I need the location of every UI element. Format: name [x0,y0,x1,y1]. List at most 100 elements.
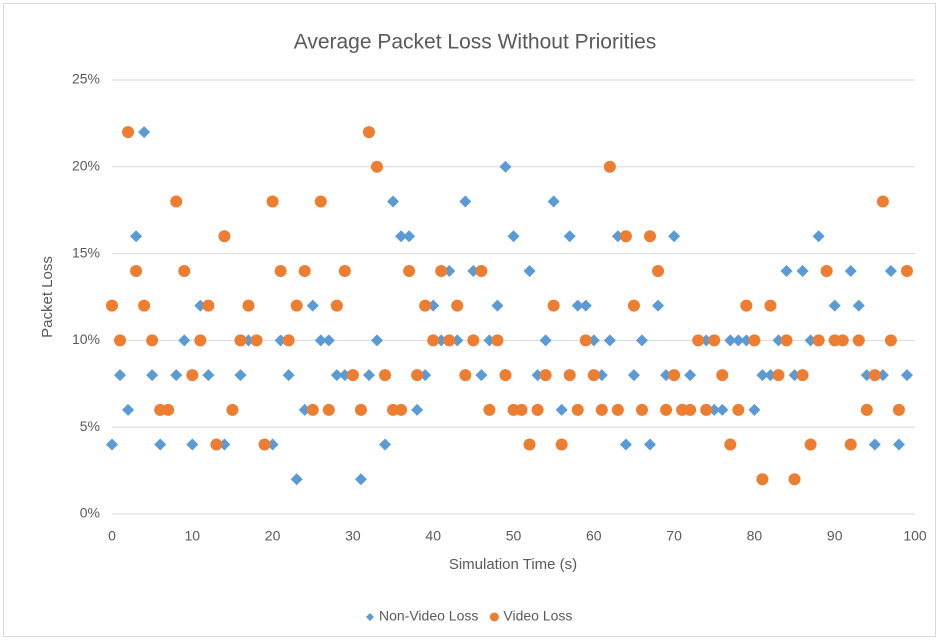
x-tick-label: 80 [747,528,763,544]
y-tick-label: 0% [80,505,100,521]
diamond-marker [362,369,375,382]
circle-marker [523,438,536,451]
x-tick-label: 0 [108,528,116,544]
circle-marker [860,403,873,416]
circle-marker [627,299,640,312]
circle-marker [443,334,456,347]
circle-marker [483,403,496,416]
diamond-marker [370,334,383,347]
circle-marker [467,334,480,347]
circle-marker [186,369,199,382]
diamond-marker [756,369,769,382]
circle-marker [587,369,600,382]
diamond-marker [812,230,825,243]
circle-marker [571,403,584,416]
diamond-marker [547,195,560,208]
circle-marker [708,334,721,347]
x-tick-label: 100 [903,528,927,544]
circle-marker [338,264,351,277]
circle-marker [619,230,632,243]
circle-marker [732,403,745,416]
diamond-marker [322,334,335,347]
legend-label: Video Loss [503,608,572,624]
x-axis-label: Simulation Time (s) [449,556,577,573]
diamond-marker [330,369,343,382]
diamond-marker [844,264,857,277]
x-tick-label: 20 [265,528,281,544]
x-tick-label: 70 [666,528,682,544]
diamond-marker [780,264,793,277]
diamond-marker [379,438,392,451]
diamond-marker [900,369,913,382]
circle-marker [202,299,215,312]
diamond-marker [668,230,681,243]
circle-marker [379,369,392,382]
diamond-marker [138,126,151,139]
circle-marker [475,264,488,277]
circle-marker [764,299,777,312]
circle-marker [242,299,255,312]
circle-marker [780,334,793,347]
circle-marker [491,334,504,347]
diamond-marker [314,334,327,347]
circle-marker [635,403,648,416]
circle-marker [226,403,239,416]
circle-marker [700,403,713,416]
circle-marker [250,334,263,347]
diamond-marker [306,299,319,312]
circle-marker [451,299,464,312]
circle-marker [403,264,416,277]
circle-marker [748,334,761,347]
circle-marker [210,438,223,451]
diamond-marker [491,299,504,312]
diamond-marker [603,334,616,347]
x-tick-label: 60 [586,528,602,544]
circle-marker [716,369,729,382]
circle-marker [274,264,287,277]
circle-marker [595,403,608,416]
circle-marker [836,334,849,347]
circle-marker [547,299,560,312]
circle-marker [644,230,657,243]
y-tick-label: 15% [72,244,100,260]
circle-marker [611,403,624,416]
circle-marker [178,264,191,277]
circle-marker [555,438,568,451]
circle-marker [114,334,127,347]
circle-marker [459,369,472,382]
circle-marker [427,334,440,347]
circle-marker [306,403,319,416]
circle-marker [844,438,857,451]
circle-marker [684,403,697,416]
circle-marker [234,334,247,347]
circle-marker [138,299,151,312]
y-tick-label: 10% [72,331,100,347]
circle-marker [290,299,303,312]
circle-marker [820,264,833,277]
y-tick-label: 20% [72,158,100,174]
diamond-marker [724,334,737,347]
diamond-marker [459,195,472,208]
circle-marker [330,299,343,312]
circle-marker [435,264,448,277]
diamond-marker [499,160,512,173]
circle-marker [563,369,576,382]
diamond-marker [395,230,408,243]
circle-marker [868,369,881,382]
diamond-marker [748,403,761,416]
diamond-marker [234,369,247,382]
circle-marker [298,264,311,277]
circle-marker [282,334,295,347]
circle-marker [354,403,367,416]
diamond-marker [892,438,905,451]
diamond-marker [635,334,648,347]
diamond-marker [684,369,697,382]
legend-marker [366,613,374,621]
x-tick-label: 40 [425,528,441,544]
circle-marker [756,473,769,486]
circle-marker [603,160,616,173]
diamond-marker [114,369,127,382]
circle-marker [419,299,432,312]
circle-marker [314,195,327,208]
diamond-marker [523,264,536,277]
